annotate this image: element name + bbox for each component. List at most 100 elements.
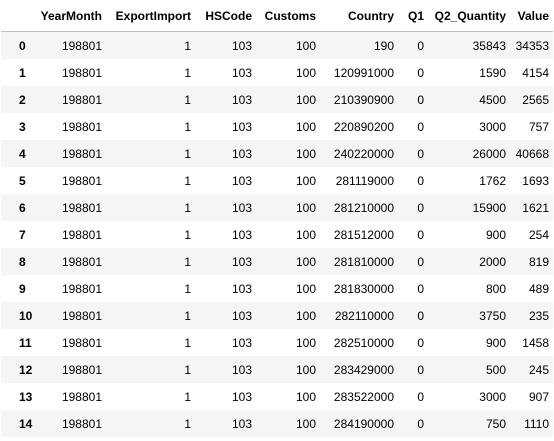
hscode-cell: 103 [231,335,252,350]
column-header-q1: Q1 [398,0,428,32]
yearmonth-cell: 198801 [61,146,102,161]
q1-cell: 0 [417,227,424,242]
value-cell: 235 [528,308,549,323]
q1-cell: 0 [417,362,424,377]
q2-quantity-cell: 3750 [479,308,506,323]
hscode-cell: 103 [231,92,252,107]
column-header-hscode: HSCode [195,0,256,32]
table-row: 7 198801 1 103 100 281512000 0 900 254 [1,221,553,248]
table-row: 5 198801 1 103 100 281119000 0 1762 1693 [1,167,553,194]
yearmonth-cell: 198801 [61,92,102,107]
column-header-q2-quantity: Q2_Quantity [428,0,510,32]
customs-cell: 100 [295,416,316,431]
country-cell: 281119000 [335,173,394,188]
q1-cell: 0 [417,254,424,269]
customs-cell: 100 [295,389,316,404]
table-row: 3 198801 1 103 100 220890200 0 3000 757 [1,113,553,140]
q1-cell: 0 [417,92,424,107]
country-cell: 281512000 [333,227,394,242]
column-header-customs: Customs [256,0,320,32]
value-cell: 254 [528,227,549,242]
q1-cell: 0 [417,416,424,431]
row-index: 4 [19,146,26,161]
yearmonth-cell: 198801 [61,65,102,80]
customs-cell: 100 [295,335,316,350]
country-cell: 281830000 [333,281,394,296]
value-cell: 1621 [522,200,549,215]
row-index: 6 [19,200,26,215]
country-cell: 283429000 [333,362,394,377]
table-header: YearMonth ExportImport HSCode Customs Co… [1,0,553,32]
row-index: 2 [19,92,26,107]
q2-quantity-cell: 15900 [472,200,506,215]
exportimport-cell: 1 [184,119,191,134]
hscode-cell: 103 [231,146,252,161]
country-cell: 210390900 [333,92,394,107]
yearmonth-cell: 198801 [61,254,102,269]
table-row: 10 198801 1 103 100 282110000 0 3750 235 [1,302,553,329]
column-header-value: Value [510,0,553,32]
q2-quantity-cell: 26000 [472,146,506,161]
q1-cell: 0 [417,389,424,404]
hscode-cell: 103 [231,254,252,269]
value-cell: 1110 [524,416,549,431]
value-cell: 819 [528,254,549,269]
exportimport-cell: 1 [184,92,191,107]
q1-cell: 0 [417,38,424,53]
q2-quantity-cell: 800 [485,281,506,296]
value-cell: 489 [528,281,549,296]
column-header-yearmonth: YearMonth [34,0,106,32]
exportimport-cell: 1 [184,38,191,53]
row-index: 0 [19,38,26,53]
q1-cell: 0 [417,308,424,323]
q2-quantity-cell: 3000 [479,119,506,134]
row-index: 9 [19,281,26,296]
yearmonth-cell: 198801 [61,173,102,188]
customs-cell: 100 [295,119,316,134]
exportimport-cell: 1 [184,254,191,269]
q1-cell: 0 [417,146,424,161]
row-index: 8 [19,254,26,269]
q2-quantity-cell: 750 [485,416,506,431]
table-row: 11 198801 1 103 100 282510000 0 900 1458 [1,329,553,356]
q2-quantity-cell: 35843 [472,38,506,53]
index-header [1,0,34,32]
q2-quantity-cell: 1762 [479,173,506,188]
value-cell: 34353 [515,38,549,53]
row-index: 3 [19,119,26,134]
hscode-cell: 103 [231,173,252,188]
row-index: 12 [19,362,33,377]
customs-cell: 100 [295,38,316,53]
hscode-cell: 103 [231,38,252,53]
hscode-cell: 103 [231,119,252,134]
customs-cell: 100 [295,200,316,215]
customs-cell: 100 [295,281,316,296]
row-index: 5 [19,173,26,188]
value-cell: 757 [528,119,549,134]
q2-quantity-cell: 4500 [479,92,506,107]
country-cell: 190 [373,38,394,53]
row-index: 7 [19,227,26,242]
row-index: 11 [19,335,32,350]
q1-cell: 0 [417,119,424,134]
exportimport-cell: 1 [184,335,191,350]
yearmonth-cell: 198801 [61,281,102,296]
yearmonth-cell: 198801 [61,416,102,431]
yearmonth-cell: 198801 [61,38,102,53]
hscode-cell: 103 [231,65,252,80]
row-index: 14 [19,416,33,431]
table-row: 8 198801 1 103 100 281810000 0 2000 819 [1,248,553,275]
customs-cell: 100 [295,254,316,269]
header-row: YearMonth ExportImport HSCode Customs Co… [1,0,553,32]
value-cell: 907 [528,389,549,404]
table-row: 9 198801 1 103 100 281830000 0 800 489 [1,275,553,302]
value-cell: 1458 [522,335,549,350]
column-header-country: Country [320,0,398,32]
q2-quantity-cell: 1590 [479,65,506,80]
hscode-cell: 103 [231,200,252,215]
exportimport-cell: 1 [184,416,191,431]
yearmonth-cell: 198801 [61,389,102,404]
q2-quantity-cell: 900 [485,227,506,242]
exportimport-cell: 1 [184,389,191,404]
